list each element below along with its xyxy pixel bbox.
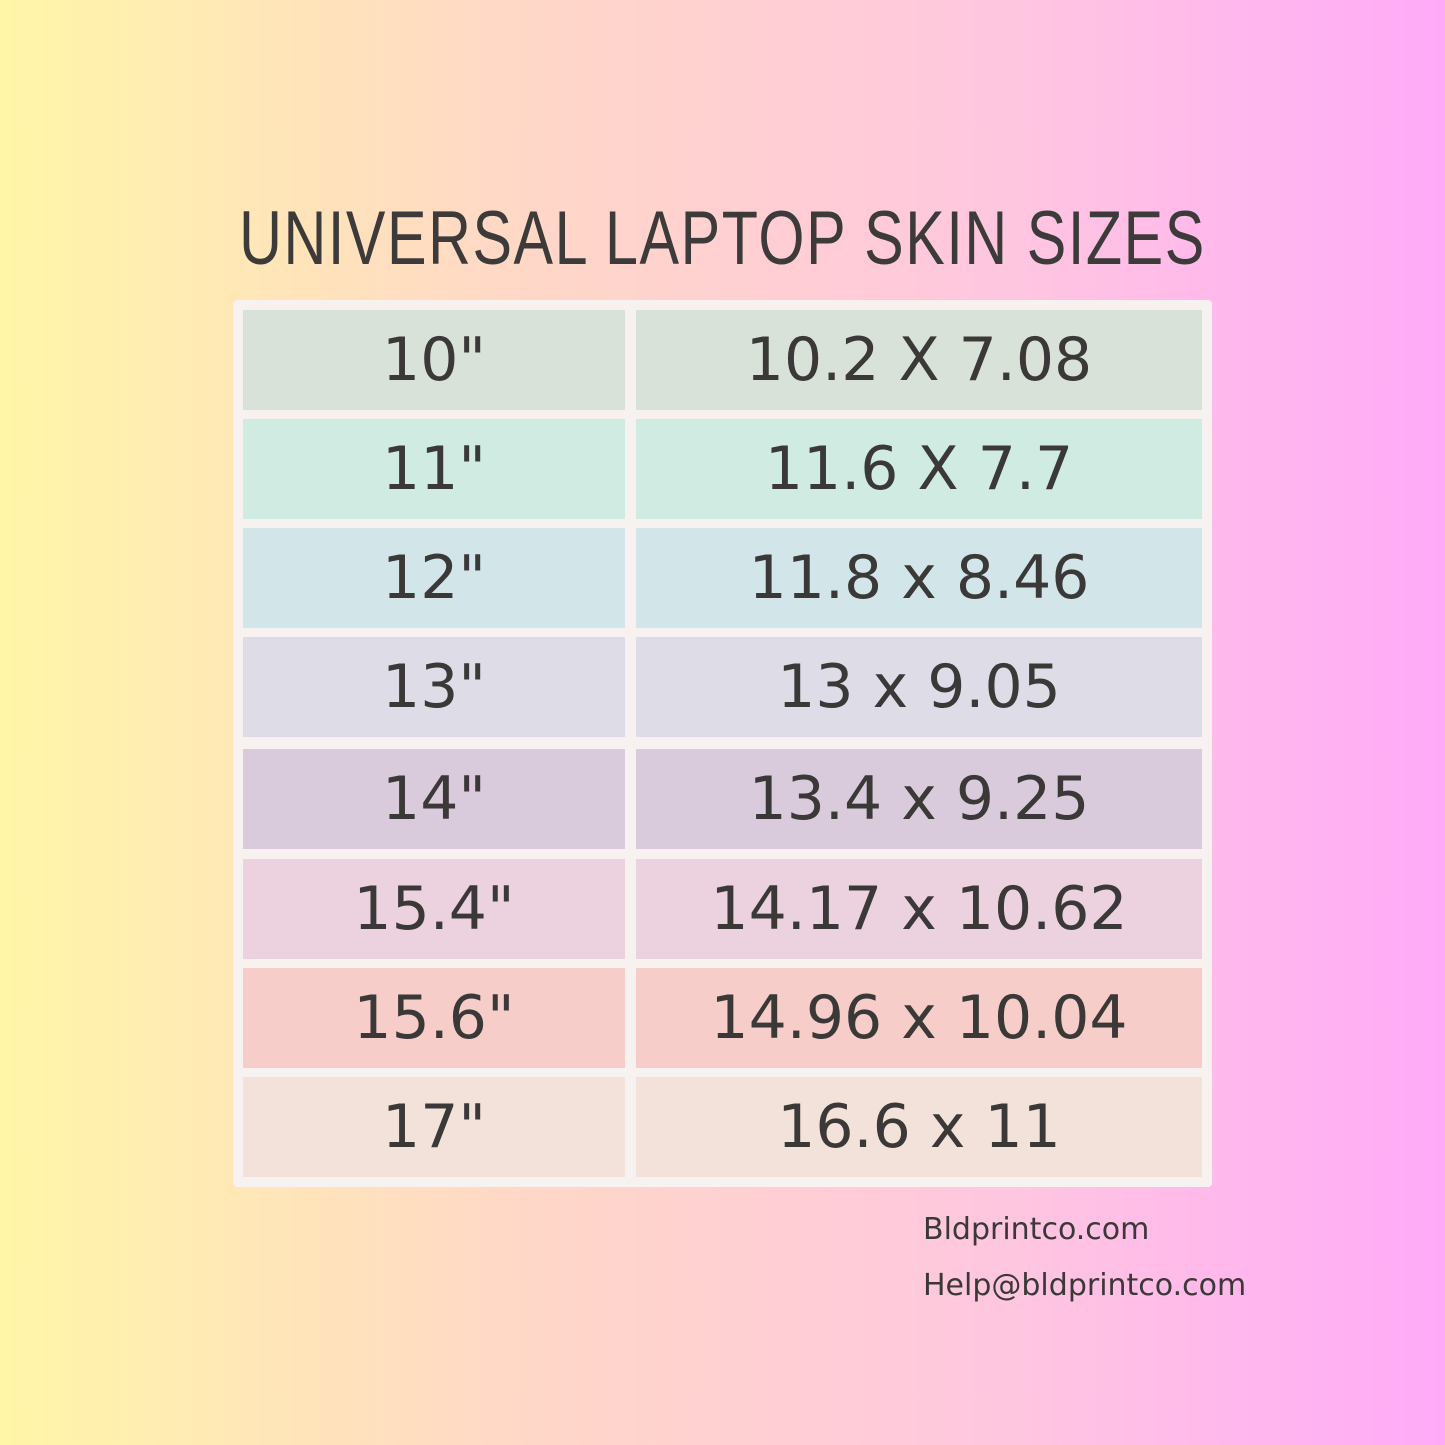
dimensions-cell: 10.2 X 7.08 xyxy=(636,310,1202,410)
table-row: 14" 13.4 x 9.25 xyxy=(243,749,1202,849)
size-table: 10" 10.2 X 7.08 11" 11.6 X 7.7 12" 11.8 x 8.4… xyxy=(233,300,1212,1187)
table-row: 17" 16.6 x 11 xyxy=(243,1077,1202,1177)
table-row: 12" 11.8 x 8.46 xyxy=(243,528,1202,628)
table-row: 10" 10.2 X 7.08 xyxy=(243,310,1202,410)
title: UNIVERSAL LAPTOP SKIN SIZES xyxy=(239,196,1206,281)
dimensions-cell: 13.4 x 9.25 xyxy=(636,749,1202,849)
table-row: 13" 13 x 9.05 xyxy=(243,637,1202,737)
dimensions-cell: 14.17 x 10.62 xyxy=(636,859,1202,959)
dimensions-cell: 11.6 X 7.7 xyxy=(636,419,1202,519)
size-cell: 13" xyxy=(243,637,625,737)
table-row: 15.6" 14.96 x 10.04 xyxy=(243,968,1202,1068)
size-cell: 15.6" xyxy=(243,968,625,1068)
email: Help@bldprintco.com xyxy=(923,1268,1247,1303)
size-cell: 12" xyxy=(243,528,625,628)
dimensions-cell: 13 x 9.05 xyxy=(636,637,1202,737)
size-cell: 17" xyxy=(243,1077,625,1177)
dimensions-cell: 14.96 x 10.04 xyxy=(636,968,1202,1068)
table-row: 15.4" 14.17 x 10.62 xyxy=(243,859,1202,959)
size-cell: 11" xyxy=(243,419,625,519)
dimensions-cell: 16.6 x 11 xyxy=(636,1077,1202,1177)
size-cell: 15.4" xyxy=(243,859,625,959)
table-row: 11" 11.6 X 7.7 xyxy=(243,419,1202,519)
size-cell: 14" xyxy=(243,749,625,849)
website: Bldprintco.com xyxy=(923,1212,1150,1247)
dimensions-cell: 11.8 x 8.46 xyxy=(636,528,1202,628)
size-cell: 10" xyxy=(243,310,625,410)
